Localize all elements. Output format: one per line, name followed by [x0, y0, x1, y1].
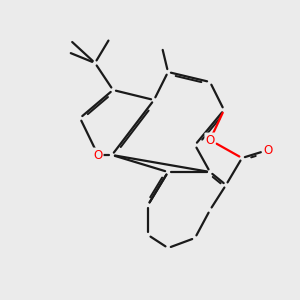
- Text: O: O: [263, 143, 273, 157]
- Text: O: O: [93, 148, 103, 161]
- Text: O: O: [206, 134, 214, 146]
